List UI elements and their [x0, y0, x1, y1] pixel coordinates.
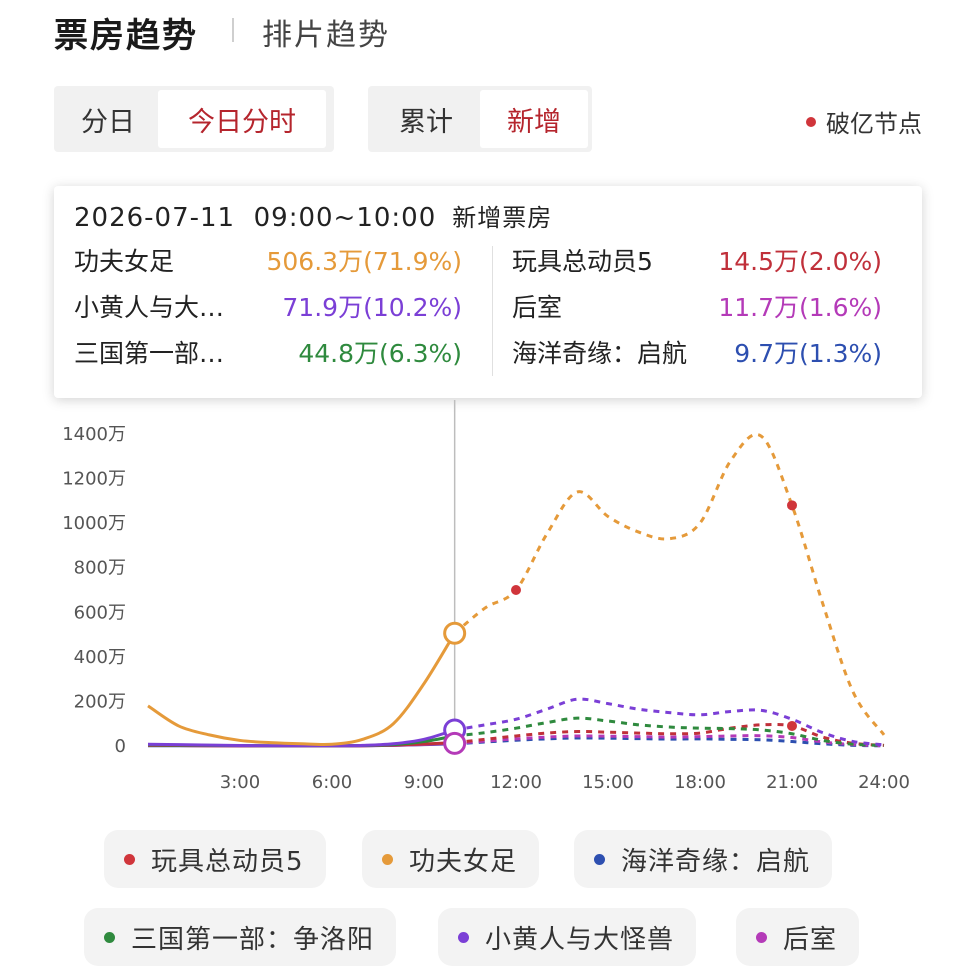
tooltip-left-name-0: 功夫女足: [74, 247, 175, 276]
series-layer: [147, 400, 886, 748]
tooltip-right-name-0: 玩具总动员5: [512, 247, 653, 276]
legend-label: 功夫女足: [409, 846, 518, 877]
tooltip-right-value-1: 11.7万(1.6%): [718, 293, 882, 322]
legend-item-backrooms[interactable]: 后室: [736, 908, 860, 966]
legend-dot-icon: [458, 931, 469, 943]
tooltip-right-value-0: 14.5万(2.0%): [718, 247, 882, 276]
legend-item-toy-story[interactable]: 玩具总动员5: [104, 830, 326, 888]
series-line-actual: [147, 728, 456, 748]
tab-schedule-trend[interactable]: 排片趋势: [262, 18, 390, 53]
tooltip-left-value-0: 506.3万(71.9%): [266, 247, 463, 276]
legend-item-moana[interactable]: 海洋奇缘：启航: [574, 830, 833, 888]
tooltip-left-name-1: 小黄人与大…: [74, 293, 225, 322]
time-toggle: 分日 今日分时: [54, 86, 334, 152]
break-node-marker: [511, 585, 521, 595]
page-frame: [14, 0, 944, 971]
legend-label: 玩具总动员5: [151, 846, 304, 877]
y-tick-label: 600万: [74, 602, 126, 623]
break-node-dot-icon: [806, 116, 816, 127]
x-tick-label: 12:00: [490, 772, 542, 793]
tooltip-right-name-1: 后室: [512, 293, 563, 322]
y-tick-label: 1400万: [62, 424, 126, 445]
break-node-legend: 破亿节点: [806, 104, 922, 139]
legend-dot-icon: [104, 931, 115, 943]
tooltip-right-name-2: 海洋奇缘：启航: [512, 339, 688, 368]
toggle-increment-button[interactable]: 新增: [480, 90, 588, 148]
y-tick-label: 0: [115, 736, 126, 757]
legend-dot-icon: [382, 853, 393, 865]
toggle-hourly-button[interactable]: 今日分时: [158, 90, 326, 148]
x-tick-label: 6:00: [312, 772, 352, 793]
tooltip-right-value-2: 9.7万(1.3%): [734, 339, 882, 368]
x-axis: 3:00 6:00 9:00 12:00 15:00 18:00 21:00 24:00: [220, 772, 910, 793]
title-divider: [232, 18, 234, 42]
hover-point-marker: [443, 621, 467, 645]
tooltip-left-value-2: 44.8万(6.3%): [298, 339, 462, 368]
page-title[interactable]: 票房趋势: [54, 16, 198, 56]
series-line-forecast: [454, 716, 885, 748]
break-node-marker: [787, 500, 797, 511]
y-tick-label: 400万: [74, 647, 126, 668]
mode-toggle: 累计 新增: [368, 86, 592, 152]
legend-label: 三国第一部：争洛阳: [131, 924, 375, 955]
legend-dot-icon: [124, 853, 135, 865]
y-tick-label: 200万: [74, 691, 126, 712]
toggle-daily-button[interactable]: 分日: [81, 106, 135, 138]
legend-dot-icon: [756, 931, 767, 943]
chart-tooltip: 2026-07-11 09:00~10:00 新增票房 功夫女足 506.3万(7…: [54, 186, 922, 398]
y-tick-label: 800万: [74, 558, 126, 579]
tooltip-header: 2026-07-11 09:00~10:00 新增票房: [74, 198, 552, 233]
x-tick-label: 15:00: [582, 772, 634, 793]
x-tick-label: 9:00: [404, 772, 444, 793]
y-tick-label: 1200万: [62, 469, 126, 490]
x-tick-label: 24:00: [858, 772, 910, 793]
break-node-marker: [787, 720, 797, 731]
line-chart[interactable]: 0 200万 400万 600万 800万 1000万 1200万 1400万 3:00 6:0…: [0, 400, 960, 820]
series-line-actual: [147, 632, 456, 746]
toggle-cumulative-button[interactable]: 累计: [399, 106, 453, 138]
x-tick-label: 21:00: [766, 772, 818, 793]
series-line-forecast: [453, 433, 886, 736]
series-line-forecast: [454, 722, 885, 747]
hover-point-marker: [443, 731, 467, 755]
y-axis: 0 200万 400万 600万 800万 1000万 1200万 1400万: [62, 424, 126, 757]
legend-item-three-kingdoms[interactable]: 三国第一部：争洛阳: [84, 908, 397, 966]
legend-item-minions[interactable]: 小黄人与大怪兽: [438, 908, 697, 966]
series-line-forecast: [454, 697, 885, 747]
x-tick-label: 18:00: [674, 772, 726, 793]
tooltip-datetime: 2026-07-11 09:00~10:00: [74, 203, 437, 233]
legend-label: 小黄人与大怪兽: [485, 924, 675, 955]
marker-layer: [443, 500, 797, 755]
legend-dot-icon: [594, 853, 605, 865]
tooltip-left-name-2: 三国第一部…: [74, 339, 225, 368]
tooltip-metric: 新增票房: [452, 204, 553, 232]
x-tick-label: 3:00: [220, 772, 260, 793]
legend-item-kungfu-football[interactable]: 功夫女足: [362, 830, 540, 888]
break-node-label: 破亿节点: [826, 110, 922, 138]
tooltip-left-value-1: 71.9万(10.2%): [282, 293, 462, 322]
legend-label: 后室: [783, 924, 838, 955]
tooltip-divider: [492, 246, 493, 376]
legend-label: 海洋奇缘：启航: [621, 846, 811, 877]
y-tick-label: 1000万: [62, 513, 126, 534]
